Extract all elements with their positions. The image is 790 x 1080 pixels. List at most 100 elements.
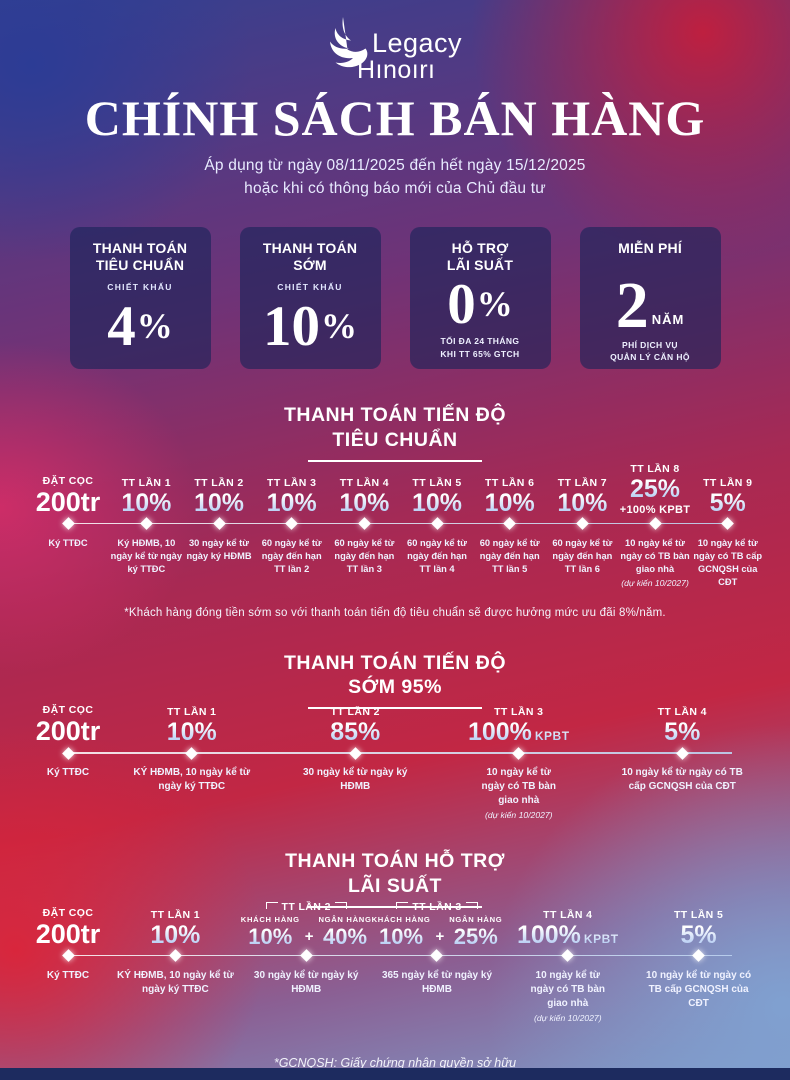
step-desc: Ký HĐMB, 10 ngày kể từ ngày ký TTĐC (110, 537, 182, 574)
offer-card-unit: NĂM (651, 312, 685, 327)
step-label: TT LẦN 1 (121, 476, 171, 489)
validity-subtitle: Áp dụng từ ngày 08/11/2025 đến hết ngày … (204, 154, 585, 201)
split-party: NGÂN HÀNG 25% (449, 915, 502, 948)
step-desc: 30 ngày kể từ ngày ký HĐMB (302, 767, 408, 793)
timeline-axis (64, 752, 732, 754)
diamond-marker (299, 949, 313, 962)
timeline-step: TT LẦN 3 100% KPBT 10 ngày kể từ ngày có TB… (437, 706, 601, 821)
step-value: 25% (630, 474, 681, 503)
offer-card-number: 2 (615, 269, 649, 342)
timeline-step: TT LẦN 1 10% KÝ HĐMB, 10 ngày kể từ ngày k… (110, 908, 241, 1024)
timeline-step: TT LẦN 2 10% 30 ngày kể từ ngày ký HĐMB (183, 462, 256, 589)
split-party-value: 10% (248, 923, 293, 949)
plus-sign: + (304, 927, 314, 945)
step-desc: 60 ngày kể từ ngày đến hạn TT lần 2 (261, 537, 322, 574)
timeline-step: TT LẦN 4 5% 10 ngày kể từ ngày có TB cấp G… (601, 706, 765, 821)
step-value: 5% (664, 718, 701, 747)
timeline-title-line1: THANH TOÁN TIẾN ĐỘ (283, 651, 507, 674)
diamond-marker (357, 517, 371, 530)
diamond-marker (61, 746, 75, 760)
timeline-step: TT LẦN 5 10% 60 ngày kể từ ngày đến hạn TT… (401, 462, 474, 589)
offer-card-number: 4 (107, 294, 136, 358)
offer-card: MIỄN PHÍ 2 NĂM PHÍ DỊCH VỤ QUẢN LÝ CĂN HỘ (579, 227, 721, 369)
step-desc: 365 ngày kể từ ngày ký HĐMB (381, 969, 493, 995)
offer-card-title: THANH TOÁN TIÊU CHUẨN (92, 240, 188, 273)
diamond-marker (675, 746, 689, 760)
timeline-steps: ĐẶT CỌC 200tr Ký TTĐC TT LẦN 1 10% KÝ HĐMB, 1… (16, 901, 774, 1024)
timeline-step: TT LẦN 6 10% 60 ngày kể từ ngày đến hạn TT… (473, 462, 546, 589)
offer-card-unit: % (136, 306, 173, 347)
timeline-axis (64, 954, 732, 957)
timeline-step: TT LẦN 2 KHÁCH HÀNG 10% + NGÂN HÀNG 40% 30 ngà… (241, 901, 372, 1024)
step-label: TT LẦN 2 (330, 706, 380, 719)
step-desc: Ký TTĐC (46, 969, 90, 981)
diamond-marker (185, 746, 199, 760)
offer-card-value: 4% (107, 292, 173, 360)
timeline-step: TT LẦN 1 10% KÝ HĐMB, 10 ngày kể từ ngày k… (110, 706, 274, 821)
timeline-title: THANH TOÁN TIẾN ĐỘ TIÊU CHUẨN (16, 403, 774, 462)
step-label: TT LẦN 3 (267, 476, 317, 489)
step-date-note: (dự kiến 10/2027) (621, 577, 689, 588)
step-value: 10% (166, 718, 217, 747)
timeline-step: TT LẦN 4 100% KPBT 10 ngày kể từ ngày có TB… (502, 908, 633, 1024)
step-label: TT LẦN 1 (150, 908, 201, 921)
step-desc: 10 ngày kể từ ngày có TB bàn giao nhà (dự… (525, 969, 611, 1024)
step-desc: Ký TTĐC (48, 537, 88, 548)
step-desc: KÝ HĐMB, 10 ngày kể từ ngày ký TTĐC (117, 969, 234, 995)
step-label: TT LẦN 8 (630, 462, 680, 475)
step-desc: 10 ngày kể từ ngày có TB bàn giao nhà (dự… (620, 537, 690, 588)
offer-card-unit: % (321, 306, 357, 347)
step-value: 200tr (35, 918, 101, 949)
step-desc: 10 ngày kể từ ngày có TB cấp GCNQSH của … (693, 537, 763, 587)
offer-card: THANH TOÁN SỚM CHIẾT KHẤU 10% (239, 227, 381, 369)
timeline-title-line1: THANH TOÁN HỖ TRỢ (285, 850, 505, 873)
offer-card: HỖ TRỢ LÃI SUẤT 0% TỐI ĐA 24 THÁNG KHI TT 65… (409, 227, 551, 369)
timeline-step: TT LẦN 2 85% 30 ngày kể từ ngày ký HĐMB (274, 706, 438, 821)
diamond-marker (285, 517, 299, 530)
offer-card-value: 2 NĂM (616, 273, 685, 339)
brand-name-line1: Legacy (371, 28, 463, 58)
offer-card-sublabel: CHIẾT KHẤU (107, 282, 173, 293)
brand-wordmark: Legacy Hınoırı (357, 28, 463, 83)
split-party: KHÁCH HÀNG 10% (372, 915, 431, 948)
offer-card-value: 10% (263, 292, 357, 360)
title-underline (308, 459, 482, 462)
offer-card-value: 0% (447, 273, 513, 335)
offer-card-note: TỐI ĐA 24 THÁNG KHI TT 65% GTCH (440, 336, 520, 359)
split-party: KHÁCH HÀNG 10% (241, 915, 300, 948)
step-desc: 60 ngày kể từ ngày đến hạn TT lần 3 (334, 537, 395, 574)
step-label: TT LẦN 3 (396, 901, 478, 913)
step-desc: 30 ngày kể từ ngày ký HĐMB (186, 537, 252, 561)
validity-dates: Áp dụng từ ngày 08/11/2025 đến hết ngày … (204, 156, 586, 174)
offer-card-sublabel: CHIẾT KHẤU (277, 282, 343, 293)
step-date-note: (dự kiến 10/2027) (534, 1012, 602, 1023)
diamond-marker (430, 949, 444, 962)
diamond-marker (512, 746, 526, 760)
timeline-title-line2: SỚM 95% (348, 676, 442, 699)
step-date-note: (dự kiến 10/2027) (484, 810, 553, 821)
offer-card-number: 10 (263, 294, 320, 358)
offer-card: THANH TOÁN TIÊU CHUẨN CHIẾT KHẤU 4% (69, 227, 211, 369)
offer-card-number: 0 (447, 272, 476, 336)
step-value: 85% (330, 718, 381, 747)
step-value: 10% (266, 488, 317, 517)
diamond-marker (575, 517, 589, 530)
diamond-marker (503, 517, 517, 530)
diamond-marker (648, 517, 662, 530)
timeline-step: ĐẶT CỌC 200tr Ký TTĐC (26, 704, 110, 821)
step-label: TT LẦN 2 (194, 476, 244, 489)
step-label: ĐẶT CỌC (42, 906, 94, 919)
step-value: 200tr (35, 486, 101, 517)
step-label: TT LẦN 4 (657, 706, 707, 719)
step-value: 10% (150, 920, 201, 949)
timeline-step: TT LẦN 9 5% 10 ngày kể từ ngày có TB cấp G… (691, 462, 764, 589)
split-payment: KHÁCH HÀNG 10% + NGÂN HÀNG 25% (372, 915, 503, 948)
diamond-marker (561, 949, 575, 962)
title-underline (308, 905, 482, 908)
timeline-title-line2: LÃI SUẤT (348, 874, 442, 897)
page-title: CHÍNH SÁCH BÁN HÀNG (84, 90, 706, 146)
timeline-steps: ĐẶT CỌC 200tr Ký TTĐC TT LẦN 1 10% Ký HĐMB, 1… (16, 462, 774, 589)
timeline-title: THANH TOÁN TIẾN ĐỘ SỚM 95% (16, 651, 774, 710)
diamond-marker (348, 746, 362, 760)
